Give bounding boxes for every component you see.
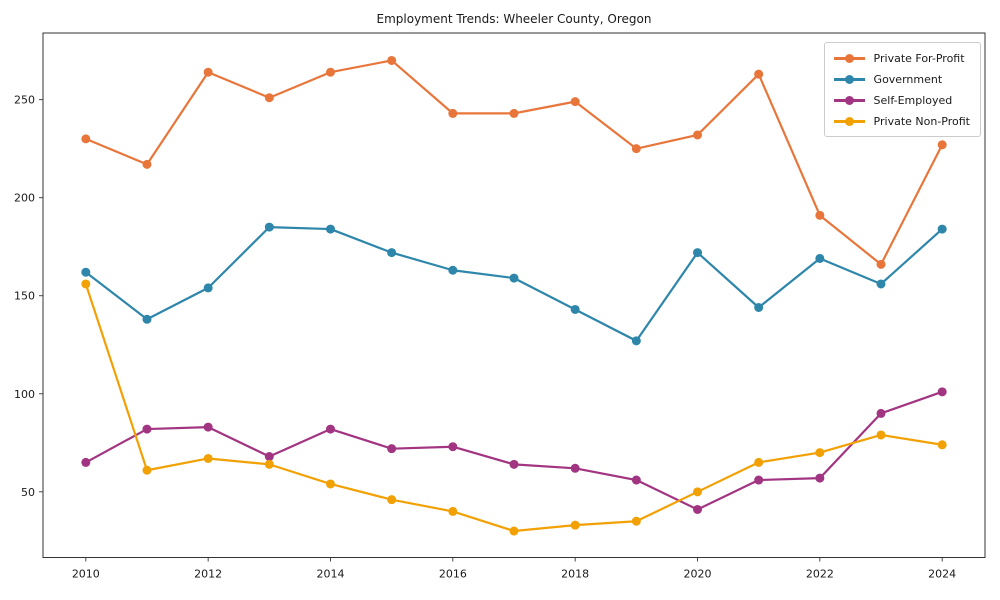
point-private-for-profit-2016 — [448, 108, 458, 118]
point-self-employed-2017 — [509, 459, 519, 469]
point-government-2022 — [815, 253, 825, 263]
chart-title: Employment Trends: Wheeler County, Orego… — [376, 12, 652, 26]
x-tick-label: 2024 — [928, 568, 956, 581]
point-self-employed-2021 — [754, 475, 764, 485]
legend-item-self-employed: Self-Employed — [833, 93, 970, 107]
point-government-2013 — [264, 222, 274, 232]
point-self-employed-2020 — [693, 504, 703, 514]
point-self-employed-2011 — [142, 424, 152, 434]
point-private-non-profit-2010 — [81, 279, 91, 289]
point-government-2016 — [448, 265, 458, 275]
series-government — [81, 222, 947, 346]
y-tick-label: 50 — [21, 486, 35, 499]
point-self-employed-2013 — [264, 452, 274, 462]
point-private-non-profit-2018 — [570, 520, 580, 530]
legend-line-marker-icon — [833, 95, 865, 105]
point-self-employed-2019 — [631, 475, 641, 485]
x-tick-label: 2022 — [806, 568, 834, 581]
point-self-employed-2016 — [448, 442, 458, 452]
line-private-non-profit — [84, 282, 944, 533]
point-private-non-profit-2024 — [937, 440, 947, 450]
point-private-for-profit-2017 — [509, 108, 519, 118]
point-self-employed-2012 — [203, 422, 213, 432]
legend-item-label: Private For-Profit — [873, 51, 965, 65]
point-government-2019 — [631, 336, 641, 346]
legend-item-government: Government — [833, 72, 970, 86]
point-private-non-profit-2019 — [631, 516, 641, 526]
legend-item-private-non-profit: Private Non-Profit — [833, 114, 970, 128]
point-self-employed-2024 — [937, 387, 947, 397]
legend-item-label: Self-Employed — [873, 93, 953, 107]
point-government-2018 — [570, 304, 580, 314]
legend-item-label: Private Non-Profit — [873, 114, 970, 128]
point-government-2014 — [325, 224, 335, 234]
point-government-2017 — [509, 273, 519, 283]
point-private-non-profit-2020 — [693, 487, 703, 497]
point-private-non-profit-2012 — [203, 453, 213, 463]
legend-line-marker-icon — [833, 116, 865, 126]
point-private-non-profit-2022 — [815, 448, 825, 458]
point-government-2023 — [876, 279, 886, 289]
point-private-non-profit-2023 — [876, 430, 886, 440]
series-self-employed — [81, 387, 947, 514]
x-tick-label: 2020 — [684, 568, 712, 581]
y-tick-label: 250 — [14, 94, 35, 107]
line-private-for-profit — [84, 59, 944, 266]
point-self-employed-2010 — [81, 457, 91, 467]
point-government-2012 — [203, 283, 213, 293]
point-government-2010 — [81, 267, 91, 277]
point-private-non-profit-2014 — [325, 479, 335, 489]
x-tick-label: 2012 — [194, 568, 222, 581]
point-private-for-profit-2020 — [693, 130, 703, 140]
legend-item-label: Government — [873, 72, 943, 86]
point-private-for-profit-2021 — [754, 69, 764, 79]
x-tick-label: 2014 — [316, 568, 344, 581]
point-private-for-profit-2019 — [631, 144, 641, 154]
point-government-2011 — [142, 314, 152, 324]
legend-item-private-for-profit: Private For-Profit — [833, 51, 970, 65]
point-government-2020 — [693, 248, 703, 258]
point-private-for-profit-2014 — [325, 67, 335, 77]
point-private-non-profit-2017 — [509, 526, 519, 536]
point-private-non-profit-2015 — [387, 495, 397, 505]
point-government-2015 — [387, 248, 397, 258]
legend-line-marker-icon — [833, 74, 865, 84]
point-private-for-profit-2023 — [876, 259, 886, 269]
point-private-for-profit-2022 — [815, 210, 825, 220]
y-tick-label: 200 — [14, 192, 35, 205]
point-self-employed-2022 — [815, 473, 825, 483]
point-self-employed-2015 — [387, 444, 397, 454]
line-self-employed — [84, 390, 944, 511]
legend-line-marker-icon — [833, 53, 865, 63]
point-self-employed-2014 — [325, 424, 335, 434]
series-private-non-profit — [81, 279, 947, 536]
legend: Private For-Profit Government Self-Employe… — [823, 42, 981, 137]
point-private-for-profit-2015 — [387, 55, 397, 65]
point-private-non-profit-2016 — [448, 506, 458, 516]
line-government — [84, 226, 944, 342]
plot-border — [42, 32, 986, 558]
point-private-for-profit-2011 — [142, 159, 152, 169]
point-private-for-profit-2010 — [81, 134, 91, 144]
point-private-for-profit-2012 — [203, 67, 213, 77]
series-private-for-profit — [81, 55, 947, 269]
point-private-non-profit-2013 — [264, 459, 274, 469]
point-private-for-profit-2018 — [570, 97, 580, 107]
x-tick-label: 2016 — [439, 568, 467, 581]
point-self-employed-2018 — [570, 463, 580, 473]
y-tick-label: 150 — [14, 290, 35, 303]
x-tick-label: 2010 — [72, 568, 100, 581]
point-private-for-profit-2013 — [264, 93, 274, 103]
axes: 50 100 150 200 250 2010 2012 2014 2016 2018 2020 20… — [14, 94, 956, 581]
point-private-for-profit-2024 — [937, 140, 947, 150]
point-private-non-profit-2011 — [142, 465, 152, 475]
x-tick-label: 2018 — [561, 568, 589, 581]
y-tick-label: 100 — [14, 388, 35, 401]
point-government-2021 — [754, 303, 764, 313]
point-private-non-profit-2021 — [754, 457, 764, 467]
point-government-2024 — [937, 224, 947, 234]
point-self-employed-2023 — [876, 408, 886, 418]
